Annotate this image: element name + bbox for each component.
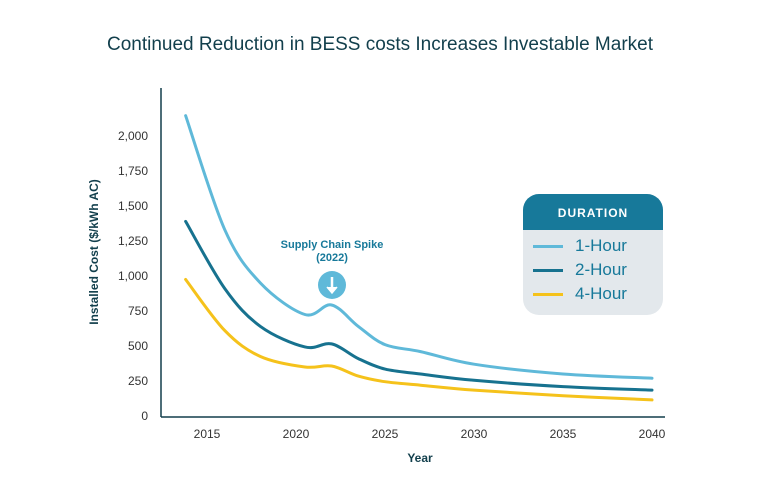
legend-item-1-hour: 1-Hour — [523, 234, 663, 258]
series-line-4-hour — [184, 278, 654, 402]
legend: DURATION 1-Hour 2-Hour 4-Hour — [523, 194, 663, 315]
legend-swatch — [533, 268, 563, 272]
legend-label: 1-Hour — [575, 236, 627, 255]
legend-swatch — [533, 292, 563, 296]
legend-item-4-hour: 4-Hour — [523, 282, 663, 306]
y-tick-label: 0 — [141, 409, 148, 423]
legend-title: DURATION — [523, 194, 663, 230]
x-tick-label: 2015 — [194, 427, 221, 441]
legend-item-2-hour: 2-Hour — [523, 258, 663, 282]
annotation-line1: Supply Chain Spike — [281, 239, 384, 251]
chart-title: Continued Reduction in BESS costs Increa… — [106, 34, 653, 55]
y-tick-label: 250 — [128, 374, 148, 388]
y-tick-label: 500 — [128, 339, 148, 353]
x-tick-label: 2040 — [639, 427, 666, 441]
x-tick-label: 2025 — [372, 427, 399, 441]
legend-label: 4-Hour — [575, 284, 627, 303]
arrow-down-icon — [318, 271, 346, 299]
y-tick-label: 750 — [128, 304, 148, 318]
x-tick-label: 2020 — [283, 427, 310, 441]
y-tick-label: 1,750 — [118, 164, 148, 178]
x-tick-label: 2035 — [550, 427, 577, 441]
x-tick-label: 2030 — [461, 427, 488, 441]
y-tick-label: 2,000 — [118, 129, 148, 143]
series-line-1-hour — [184, 114, 654, 380]
y-tick-label: 1,250 — [118, 234, 148, 248]
y-axis-label: Installed Cost ($/kWh AC) — [87, 179, 101, 325]
series-line-2-hour — [184, 219, 654, 392]
annotation-line2: (2022) — [316, 252, 348, 264]
legend-label: 2-Hour — [575, 260, 627, 279]
legend-swatch — [533, 244, 563, 248]
x-axis-label: Year — [407, 451, 433, 465]
y-tick-label: 1,500 — [118, 199, 148, 213]
y-tick-label: 1,000 — [118, 269, 148, 283]
